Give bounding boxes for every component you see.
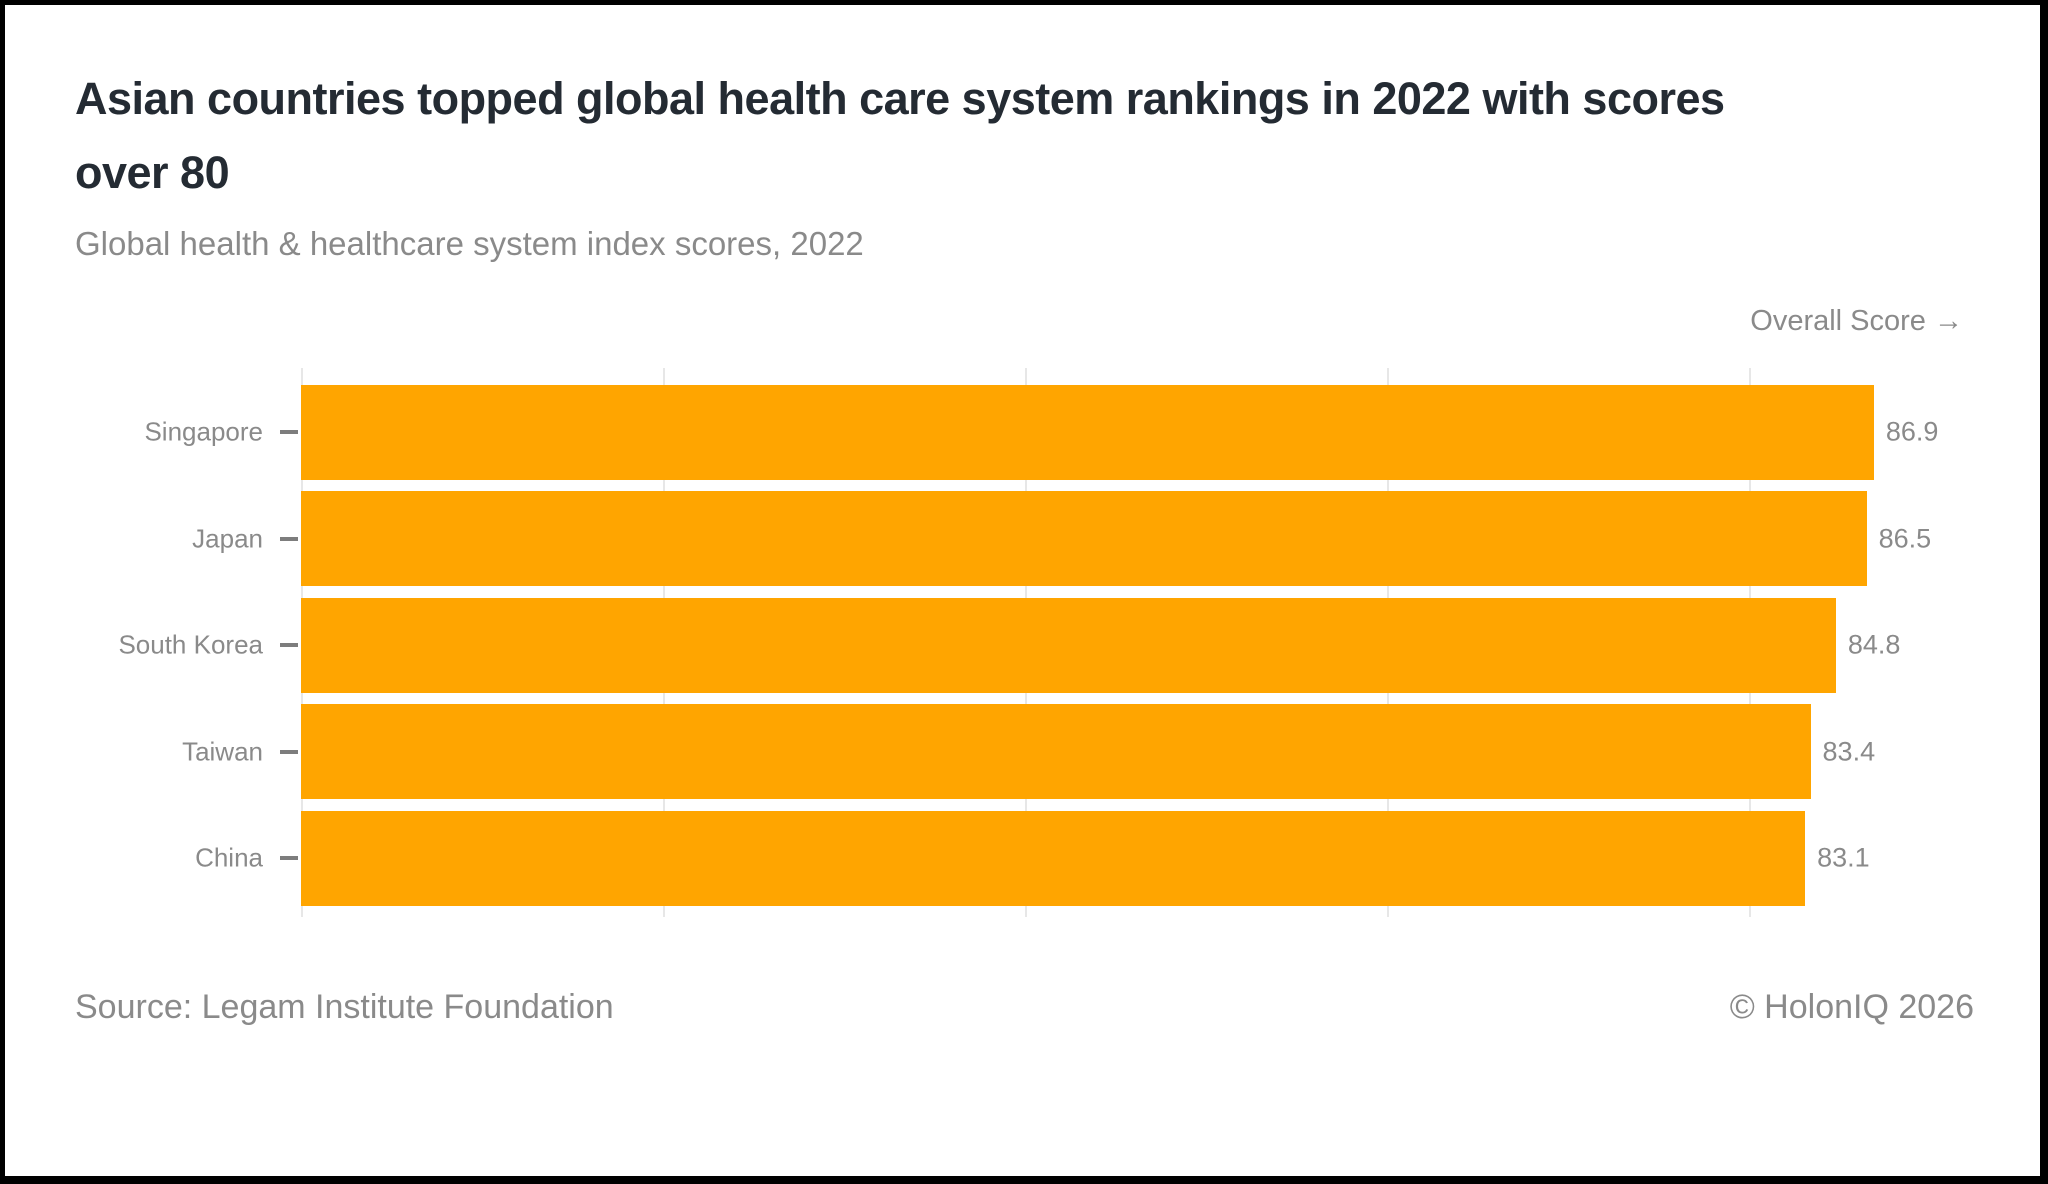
category-label: China [195, 842, 263, 873]
axis-tick [280, 643, 298, 647]
plot-area: Singapore 86.9 Japan 86.5 South Korea 84.8 Tai… [118, 368, 1961, 917]
value-label: 83.1 [1817, 842, 1870, 873]
bar-row: China 83.1 [195, 810, 1961, 906]
axis-tick [280, 749, 298, 754]
x-axis-title: Overall Score → [1750, 305, 1963, 337]
category-label: Taiwan [182, 736, 263, 766]
source-note: Source: Legam Institute Foundation [75, 988, 614, 1026]
value-label: 83.4 [1822, 736, 1876, 766]
bar [301, 704, 1811, 799]
axis-tick [280, 430, 298, 434]
category-label: South Korea [118, 629, 263, 660]
chart-title-line-1: Asian countries topped global health car… [75, 73, 1725, 124]
bar-row: Singapore 86.9 [144, 384, 1961, 480]
category-label: Singapore [144, 416, 263, 447]
bar [301, 491, 1867, 586]
chart-title: Asian countries topped global health car… [75, 62, 1725, 210]
copyright-note: © HolonIQ 2026 [1729, 988, 1974, 1026]
chart-subtitle: Global health & healthcare system index … [75, 225, 864, 262]
axis-tick [280, 856, 298, 860]
bar-row: Taiwan 83.4 [182, 704, 1961, 799]
value-label: 86.5 [1878, 523, 1932, 553]
bar [301, 597, 1836, 693]
value-label: 86.9 [1885, 416, 1939, 447]
value-label: 84.8 [1847, 629, 1901, 660]
bar [301, 384, 1874, 480]
category-label: Japan [192, 523, 263, 553]
bar [301, 810, 1806, 906]
axis-tick [280, 536, 298, 541]
bar-row: South Korea 84.8 [118, 597, 1961, 693]
chart-footer: Source: Legam Institute Foundation © Hol… [75, 988, 1974, 1027]
bar-row: Japan 86.5 [192, 491, 1961, 586]
chart-title-line-2: over 80 [75, 147, 230, 198]
